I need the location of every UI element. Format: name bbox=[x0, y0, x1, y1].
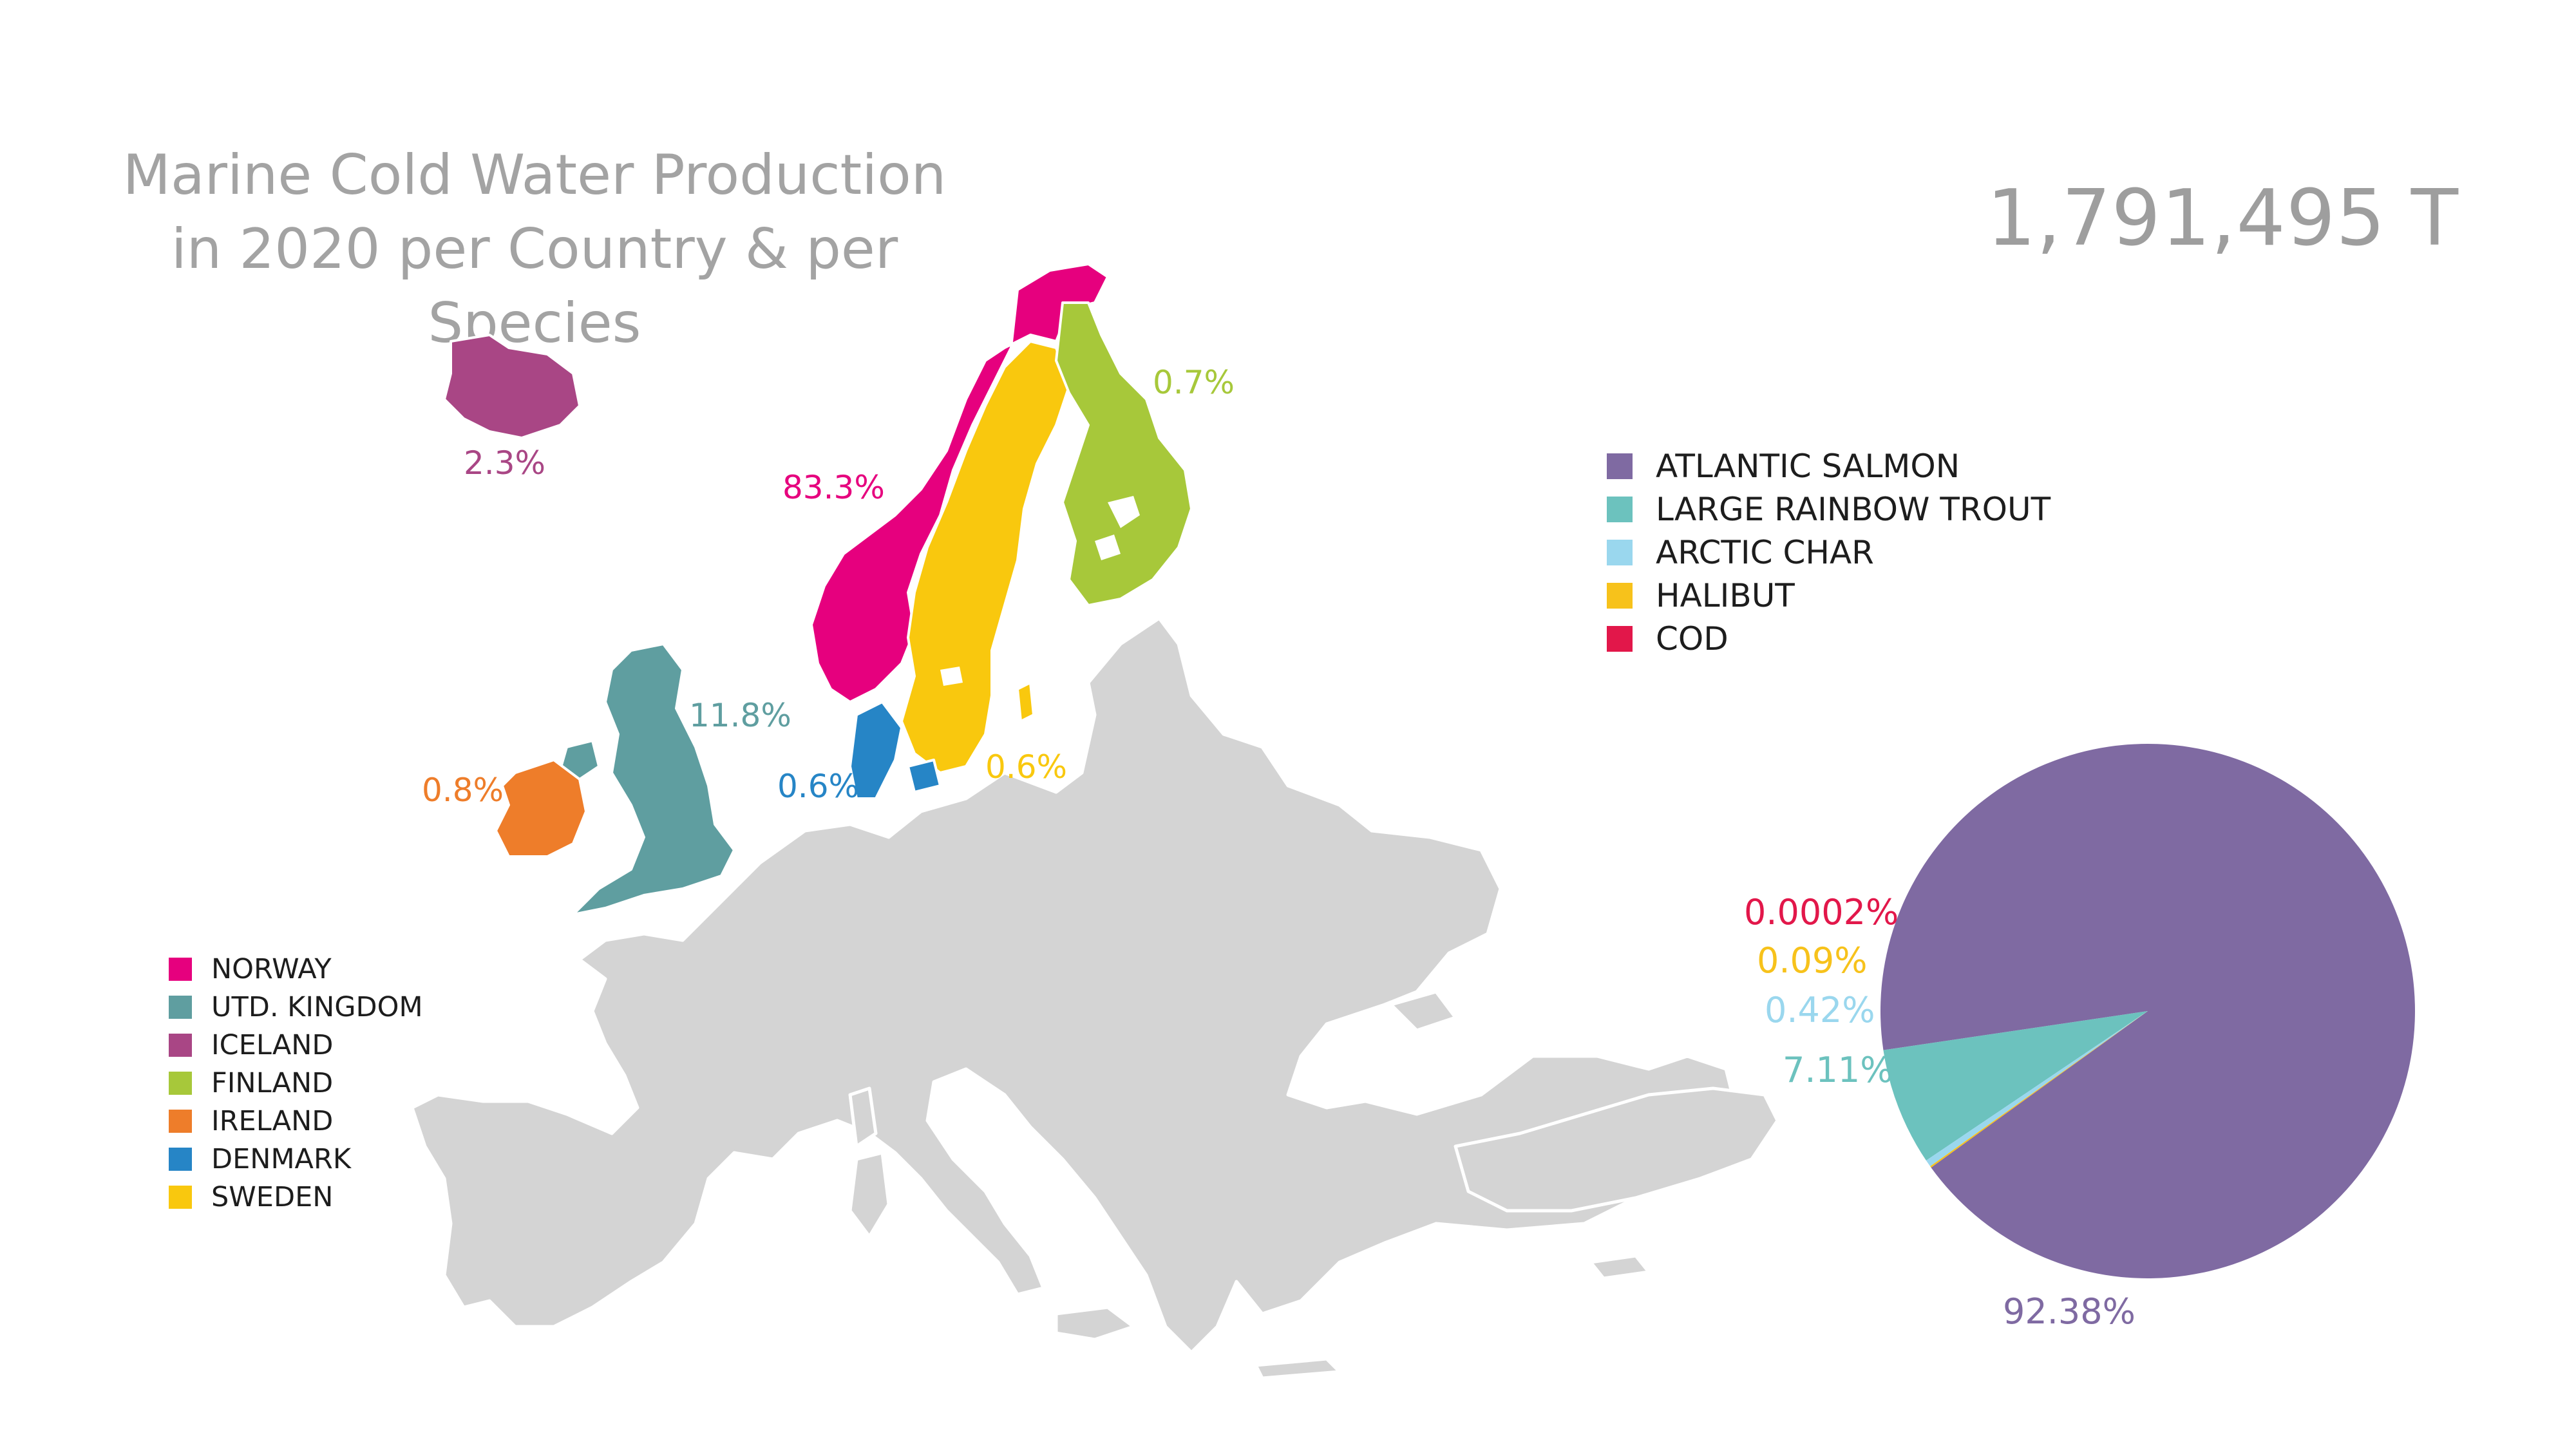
legend-label-norway: NORWAY bbox=[211, 952, 332, 985]
map-denmark bbox=[849, 701, 903, 800]
legend-label-large-rainbow-trout: LARGE RAINBOW TROUT bbox=[1656, 490, 2051, 528]
map-crimea bbox=[1389, 990, 1457, 1032]
pie-label-halibut: 0.09% bbox=[1757, 940, 1868, 981]
legend-item-iceland: ICELAND bbox=[169, 1026, 423, 1064]
swatch-norway bbox=[169, 957, 192, 981]
map-sweden bbox=[900, 340, 1070, 774]
swatch-large-rainbow-trout bbox=[1607, 496, 1633, 522]
pie-label-atlantic-salmon: 92.38% bbox=[2003, 1291, 2136, 1332]
legend-label-iceland: ICELAND bbox=[211, 1028, 334, 1061]
swatch-denmark bbox=[169, 1147, 192, 1171]
legend-item-ireland: IRELAND bbox=[169, 1102, 423, 1140]
total-production: 1,791,495 T bbox=[1986, 174, 2459, 263]
map-corsica bbox=[848, 1086, 878, 1148]
map-ireland bbox=[495, 759, 587, 858]
pie-slice-halibut bbox=[1930, 1011, 2148, 1168]
swatch-halibut bbox=[1607, 582, 1633, 609]
swatch-atlantic-salmon bbox=[1607, 453, 1633, 479]
swatch-iceland bbox=[169, 1033, 192, 1057]
legend-label-united-kingdom: UTD. KINGDOM bbox=[211, 990, 423, 1023]
label-ireland: 0.8% bbox=[422, 772, 504, 809]
map-sardinia bbox=[848, 1151, 891, 1238]
swatch-cod bbox=[1607, 625, 1633, 652]
legend-label-sweden: SWEDEN bbox=[211, 1180, 334, 1213]
map-great-britain bbox=[572, 643, 735, 916]
pie-label-arctic-char: 0.42% bbox=[1765, 990, 1875, 1030]
map-anatolia bbox=[1454, 1086, 1779, 1213]
species-legend: ATLANTIC SALMON LARGE RAINBOW TROUT ARCT… bbox=[1607, 444, 2050, 660]
swatch-united-kingdom bbox=[169, 995, 192, 1019]
legend-item-arctic-char: ARCTIC CHAR bbox=[1607, 531, 2050, 574]
legend-item-denmark: DENMARK bbox=[169, 1140, 423, 1178]
map-crete bbox=[1254, 1357, 1341, 1380]
swatch-arctic-char bbox=[1607, 539, 1633, 565]
map-lake-vanern bbox=[940, 667, 963, 686]
legend-label-ireland: IRELAND bbox=[211, 1104, 334, 1137]
map-iceland bbox=[443, 334, 581, 439]
legend-item-united-kingdom: UTD. KINGDOM bbox=[169, 988, 423, 1026]
legend-label-cod: COD bbox=[1656, 620, 1728, 658]
legend-item-finland: FINLAND bbox=[169, 1064, 423, 1102]
pie-slice-atlantic-salmon bbox=[1880, 743, 2415, 1278]
chart-title: Marine Cold Water Production in 2020 per… bbox=[77, 138, 992, 361]
legend-item-sweden: SWEDEN bbox=[169, 1178, 423, 1216]
pie-slice-cod bbox=[1931, 1011, 2148, 1168]
map-mainland-europe bbox=[410, 616, 1741, 1354]
legend-item-atlantic-salmon: ATLANTIC SALMON bbox=[1607, 444, 2050, 488]
pie-label-cod: 0.0002% bbox=[1744, 892, 1899, 933]
legend-item-norway: NORWAY bbox=[169, 950, 423, 988]
legend-item-cod: COD bbox=[1607, 617, 2050, 660]
title-line-2: in 2020 per Country & per Species bbox=[171, 217, 898, 355]
map-zealand bbox=[907, 759, 942, 793]
legend-item-large-rainbow-trout: LARGE RAINBOW TROUT bbox=[1607, 488, 2050, 531]
legend-label-finland: FINLAND bbox=[211, 1066, 334, 1099]
swatch-finland bbox=[169, 1071, 192, 1095]
map-gotland bbox=[1016, 681, 1035, 723]
swatch-ireland bbox=[169, 1109, 192, 1133]
pie-slice-large-rainbow-trout bbox=[1883, 1011, 2148, 1161]
label-denmark: 0.6% bbox=[777, 768, 860, 805]
pie-slice-arctic-char bbox=[1926, 1011, 2148, 1167]
legend-label-halibut: HALIBUT bbox=[1656, 576, 1795, 614]
legend-label-atlantic-salmon: ATLANTIC SALMON bbox=[1656, 447, 1960, 485]
swatch-sweden bbox=[169, 1185, 192, 1209]
map-finland bbox=[1055, 301, 1193, 607]
legend-item-halibut: HALIBUT bbox=[1607, 574, 2050, 617]
country-legend: NORWAY UTD. KINGDOM ICELAND FINLAND IREL… bbox=[169, 950, 423, 1216]
label-norway: 83.3% bbox=[782, 469, 885, 506]
label-united-kingdom: 11.8% bbox=[689, 697, 791, 734]
map-cyprus bbox=[1589, 1254, 1651, 1280]
label-sweden: 0.6% bbox=[985, 748, 1068, 786]
map-finland-lakes bbox=[1095, 496, 1140, 560]
pie-label-large-rainbow-trout: 7.11% bbox=[1783, 1050, 1893, 1090]
label-finland: 0.7% bbox=[1153, 364, 1235, 401]
legend-label-denmark: DENMARK bbox=[211, 1142, 352, 1175]
title-line-1: Marine Cold Water Production bbox=[122, 143, 947, 207]
label-iceland: 2.3% bbox=[464, 444, 546, 482]
map-sicily bbox=[1054, 1305, 1135, 1341]
legend-label-arctic-char: ARCTIC CHAR bbox=[1656, 533, 1874, 571]
